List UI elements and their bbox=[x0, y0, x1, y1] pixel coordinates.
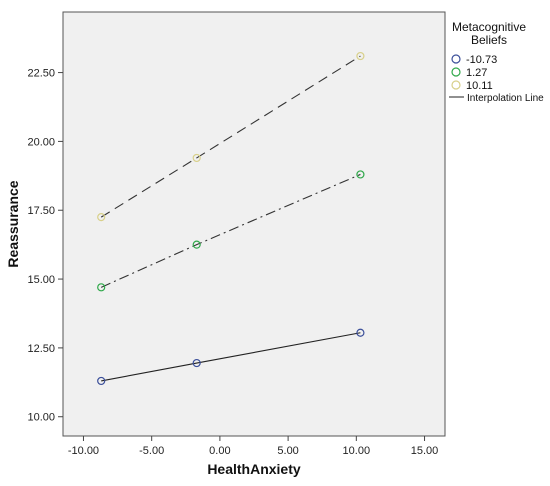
x-tick-label: 5.00 bbox=[277, 445, 298, 457]
series-0 bbox=[97, 328, 365, 386]
series-line bbox=[101, 332, 361, 382]
data-point bbox=[356, 170, 365, 179]
y-tick-label: 15.00 bbox=[27, 274, 55, 286]
series-line bbox=[100, 55, 361, 218]
legend-title-line1: Metacognitive bbox=[452, 20, 526, 34]
y-axis: 10.00 12.50 15.00 17.50 20.00 22.50 bbox=[27, 68, 63, 424]
data-point bbox=[356, 328, 365, 337]
data-point bbox=[356, 51, 365, 61]
series-2 bbox=[97, 51, 365, 222]
legend-label: 10.11 bbox=[466, 80, 493, 92]
x-tick-label: 0.00 bbox=[209, 445, 230, 457]
series-layer bbox=[97, 51, 365, 386]
x-tick-label: -10.00 bbox=[68, 445, 99, 457]
legend-marker bbox=[451, 67, 461, 77]
y-tick-label: 20.00 bbox=[27, 136, 55, 148]
data-point bbox=[192, 240, 201, 249]
data-point bbox=[97, 376, 106, 386]
legend-marker bbox=[451, 80, 461, 90]
y-tick-label: 10.00 bbox=[27, 412, 55, 424]
y-tick-label: 17.50 bbox=[27, 205, 55, 217]
legend-interpolation-label: Interpolation Line bbox=[467, 93, 544, 104]
legend-label: -10.73 bbox=[466, 54, 497, 66]
x-axis: -10.00 -5.00 0.00 5.00 10.00 15.00 bbox=[68, 436, 438, 457]
x-axis-title: HealthAnxiety bbox=[207, 461, 301, 477]
y-tick-label: 22.50 bbox=[27, 68, 55, 80]
series-1 bbox=[97, 170, 365, 292]
legend-label: 1.27 bbox=[466, 67, 487, 79]
data-point bbox=[97, 213, 106, 222]
y-tick-label: 12.50 bbox=[27, 343, 55, 355]
series-line bbox=[100, 173, 361, 288]
x-tick-label: 10.00 bbox=[343, 445, 371, 457]
legend-marker bbox=[451, 54, 461, 64]
data-point bbox=[192, 358, 201, 368]
data-point bbox=[97, 283, 106, 292]
y-axis-title: Reassurance bbox=[5, 180, 21, 267]
data-point bbox=[192, 153, 201, 163]
x-tick-label: 15.00 bbox=[411, 445, 439, 457]
legend-title-line2: Beliefs bbox=[471, 33, 507, 47]
x-tick-label: -5.00 bbox=[139, 445, 164, 457]
plot-area bbox=[62, 11, 446, 437]
